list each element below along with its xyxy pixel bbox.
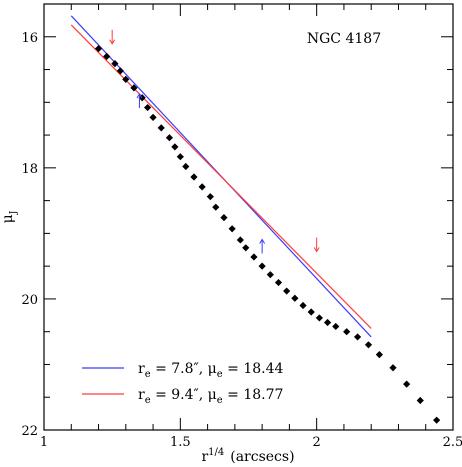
data-point	[291, 294, 299, 302]
data-point	[190, 173, 198, 181]
data-point	[283, 287, 291, 295]
x-tick-label: 2.5	[443, 435, 462, 450]
data-point	[182, 162, 190, 171]
data-point	[94, 44, 103, 53]
arrow-down-marker	[109, 29, 116, 45]
arrow-up-marker	[136, 93, 143, 108]
y-tick-label: 20	[21, 293, 38, 308]
data-point	[274, 278, 283, 287]
data-point	[433, 416, 441, 424]
legend: re = 7.8″, μe = 18.44 re = 9.4″, μe = 18.…	[82, 361, 283, 406]
data-point	[111, 60, 119, 68]
data-point	[157, 124, 165, 132]
axis-ticks	[43, 3, 454, 431]
data-point	[116, 67, 124, 75]
data-point	[258, 262, 266, 270]
data-point	[198, 183, 206, 191]
data-point	[149, 113, 157, 121]
svg-text:μJ: μJ	[0, 210, 19, 223]
data-point	[416, 396, 424, 405]
data-point	[389, 364, 397, 372]
data-point	[299, 301, 307, 310]
data-point	[403, 380, 411, 388]
data-point	[323, 318, 332, 327]
axis-tick-labels: 1 1.5 2 2.5 16 18 20 22	[21, 31, 462, 450]
data-point	[122, 75, 130, 83]
x-axis-label: r1/4 (arcsecs)	[201, 447, 294, 465]
data-point	[228, 225, 236, 233]
chart-title: NGC 4187	[307, 31, 381, 47]
arrow-up-marker	[259, 238, 266, 254]
data-point	[103, 52, 111, 61]
data-point	[307, 308, 315, 316]
y-tick-label: 16	[21, 31, 38, 46]
y-tick-label: 18	[21, 162, 38, 177]
data-point	[375, 351, 383, 359]
data-point	[353, 333, 362, 341]
data-point	[144, 103, 152, 112]
data-point	[332, 322, 340, 331]
data-point	[236, 236, 244, 244]
y-tick-label: 22	[21, 424, 38, 439]
data-point	[212, 203, 220, 211]
x-tick-label: 1	[40, 435, 48, 450]
data-point	[250, 253, 258, 261]
plot-frame	[43, 3, 454, 431]
data-point	[176, 153, 184, 161]
data-point	[266, 271, 274, 279]
y-axis-label: μJ	[0, 210, 19, 223]
data-point	[130, 84, 138, 92]
legend-entry-text: re = 7.8″, μe = 18.44	[138, 361, 283, 380]
fit-line	[70, 24, 372, 329]
data-point	[165, 134, 174, 142]
plot-area	[70, 15, 441, 424]
data-point	[315, 314, 323, 322]
data-point	[171, 143, 179, 151]
data-point	[220, 214, 228, 222]
data-point	[242, 244, 250, 252]
data-point	[364, 341, 373, 349]
legend-entry-text: re = 9.4″, μe = 18.77	[138, 387, 283, 406]
x-tick-label: 2	[313, 435, 321, 450]
data-point	[206, 193, 214, 201]
data-point	[343, 328, 351, 336]
arrow-down-marker	[313, 237, 320, 253]
x-tick-label: 1.5	[170, 435, 191, 450]
